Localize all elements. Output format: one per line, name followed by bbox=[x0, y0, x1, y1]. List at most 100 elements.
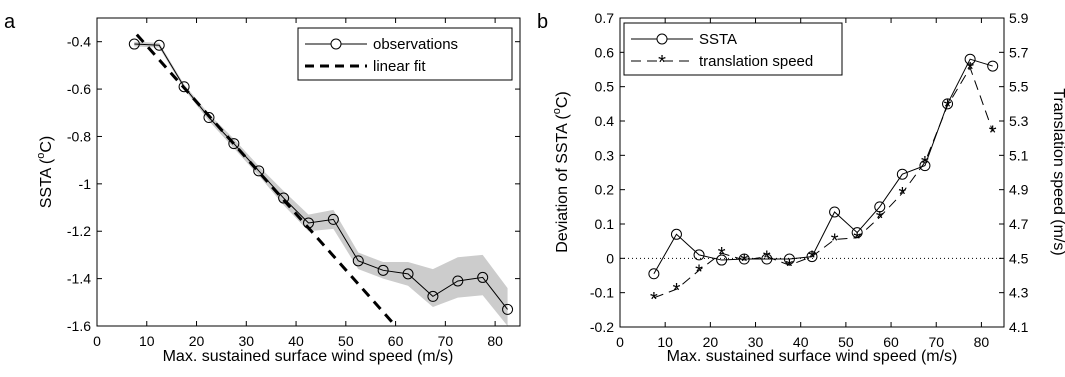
observations-point bbox=[253, 165, 265, 177]
translation-speed-point: * bbox=[853, 229, 861, 251]
translation-speed-point: * bbox=[695, 261, 703, 283]
panel-b-ylabel-end: C) bbox=[554, 91, 571, 108]
observations-point bbox=[402, 268, 414, 280]
y2-tick-label: 5.9 bbox=[1009, 10, 1029, 26]
observations-point bbox=[278, 192, 290, 204]
y-tick-label: -1 bbox=[79, 176, 92, 192]
y-tick-label: -0.8 bbox=[67, 128, 91, 144]
ssta-point bbox=[851, 227, 863, 239]
translation-speed-point: * bbox=[650, 289, 658, 311]
panel-a-series bbox=[128, 33, 514, 327]
legend-observations-label: observations bbox=[373, 36, 458, 53]
y-tick-label: 0.2 bbox=[595, 182, 615, 198]
panel-b-ylabel-main: Deviation of SSTA ( bbox=[554, 114, 571, 253]
panel-a-legend-box bbox=[297, 27, 513, 81]
x-tick-label: 70 bbox=[928, 334, 944, 350]
y2-tick-label: 4.5 bbox=[1009, 250, 1029, 266]
legend-translation-speed-label: translation speed bbox=[699, 53, 813, 70]
observations-point bbox=[203, 112, 215, 124]
x-tick-label: 10 bbox=[139, 333, 155, 349]
y2-tick-label: 5.7 bbox=[1009, 44, 1029, 60]
y-tick-label: -0.6 bbox=[67, 81, 91, 97]
x-tick-label: 50 bbox=[838, 334, 854, 350]
panel-a-y-ticks: -1.6 -1.4 -1.2 -1 -0.8 -0.6 -0.4 bbox=[67, 34, 520, 334]
ssta-point bbox=[919, 160, 931, 172]
translation-speed-point: * bbox=[944, 97, 952, 119]
ssta-point bbox=[783, 253, 795, 265]
y-tick-label: 0.4 bbox=[595, 113, 615, 129]
translation-speed-point: * bbox=[673, 280, 681, 302]
translation-speed-point: * bbox=[740, 251, 748, 273]
translation-speed-point: * bbox=[786, 256, 794, 278]
y-tick-label: 0.6 bbox=[595, 44, 615, 60]
panel-b-x-axis-label: Max. sustained surface wind speed (m/s) bbox=[667, 348, 958, 365]
y-tick-label: -0.4 bbox=[67, 34, 91, 50]
panel-b-letter: b bbox=[537, 11, 548, 33]
translation-speed-point: * bbox=[966, 59, 974, 81]
y-tick-label: -0.1 bbox=[590, 285, 614, 301]
panel-b-series: * *** * * * ** ******* bbox=[648, 53, 999, 311]
panel-b-y2-ticks: 4.1 4.3 4.5 4.7 4.9 5.1 5.3 5.5 5.7 5.9 bbox=[999, 10, 1029, 335]
ssta-point bbox=[693, 249, 705, 261]
observations-point bbox=[377, 264, 389, 276]
x-tick-label: 80 bbox=[974, 334, 990, 350]
observations-point bbox=[327, 213, 339, 225]
observations-point bbox=[128, 38, 140, 50]
y-tick-label: 0.1 bbox=[595, 216, 615, 232]
x-tick-label: 60 bbox=[388, 333, 404, 349]
panel-a-x-ticks: 0 10 20 30 40 50 60 70 80 bbox=[93, 18, 503, 349]
x-tick-label: 0 bbox=[616, 334, 624, 350]
panel-a-legend: observations linear fit bbox=[297, 27, 513, 81]
translation-speed-point: * bbox=[808, 248, 816, 270]
translation-speed-point: * bbox=[989, 122, 997, 144]
x-tick-label: 40 bbox=[288, 333, 304, 349]
ssta-point bbox=[670, 228, 682, 240]
translation-speed-point: * bbox=[876, 208, 884, 230]
ssta-point bbox=[806, 251, 818, 263]
observations-line bbox=[134, 43, 508, 310]
ssta-point bbox=[716, 254, 728, 266]
x-tick-label: 50 bbox=[338, 333, 354, 349]
ssta-point bbox=[896, 168, 908, 180]
x-tick-label: 20 bbox=[703, 334, 719, 350]
ssta-point bbox=[648, 268, 660, 280]
linear-fit-line bbox=[135, 33, 397, 327]
x-tick-label: 30 bbox=[239, 333, 255, 349]
panel-b-y-axis-label: Deviation of SSTA (oC) bbox=[551, 91, 571, 252]
translation-speed-line bbox=[653, 66, 994, 299]
y2-tick-label: 4.1 bbox=[1009, 319, 1029, 335]
observations-point bbox=[153, 39, 165, 51]
panel-a-ylabel-sup: o bbox=[35, 153, 47, 159]
ssta-point bbox=[942, 98, 954, 110]
y-tick-label: -1.4 bbox=[67, 271, 91, 287]
ssta-point bbox=[761, 253, 773, 265]
y-tick-label: 0.5 bbox=[595, 79, 615, 95]
y-tick-label: 0.3 bbox=[595, 147, 615, 163]
confidence-band-area bbox=[134, 41, 508, 326]
panel-a-ylabel-main: SSTA ( bbox=[38, 158, 55, 208]
y-tick-label: -1.2 bbox=[67, 223, 91, 239]
panel-b-y2-axis-label: Translation speed (m/s) bbox=[1050, 88, 1065, 255]
observations-point bbox=[427, 290, 439, 302]
panel-b-plot-frame bbox=[619, 17, 1005, 328]
x-tick-label: 0 bbox=[93, 333, 101, 349]
panel-a-confidence-band bbox=[134, 41, 508, 326]
ssta-line bbox=[653, 58, 993, 275]
observations-point bbox=[178, 81, 190, 93]
legend-observations-marker bbox=[330, 38, 342, 50]
x-tick-label: 80 bbox=[487, 333, 503, 349]
panel-b-legend-box bbox=[623, 22, 843, 76]
translation-speed-point: * bbox=[831, 230, 839, 252]
ssta-point bbox=[964, 53, 976, 65]
legend-linear-fit-label: linear fit bbox=[373, 58, 426, 75]
y2-tick-label: 4.3 bbox=[1009, 285, 1029, 301]
legend-ssta-marker bbox=[656, 33, 668, 45]
y-tick-label: -1.6 bbox=[67, 318, 91, 334]
y2-tick-label: 5.1 bbox=[1009, 147, 1029, 163]
y2-tick-label: 4.9 bbox=[1009, 182, 1029, 198]
legend-translation-speed-marker: * bbox=[658, 52, 666, 74]
y2-tick-label: 4.7 bbox=[1009, 216, 1029, 232]
x-tick-label: 20 bbox=[189, 333, 205, 349]
y2-tick-label: 5.5 bbox=[1009, 79, 1029, 95]
